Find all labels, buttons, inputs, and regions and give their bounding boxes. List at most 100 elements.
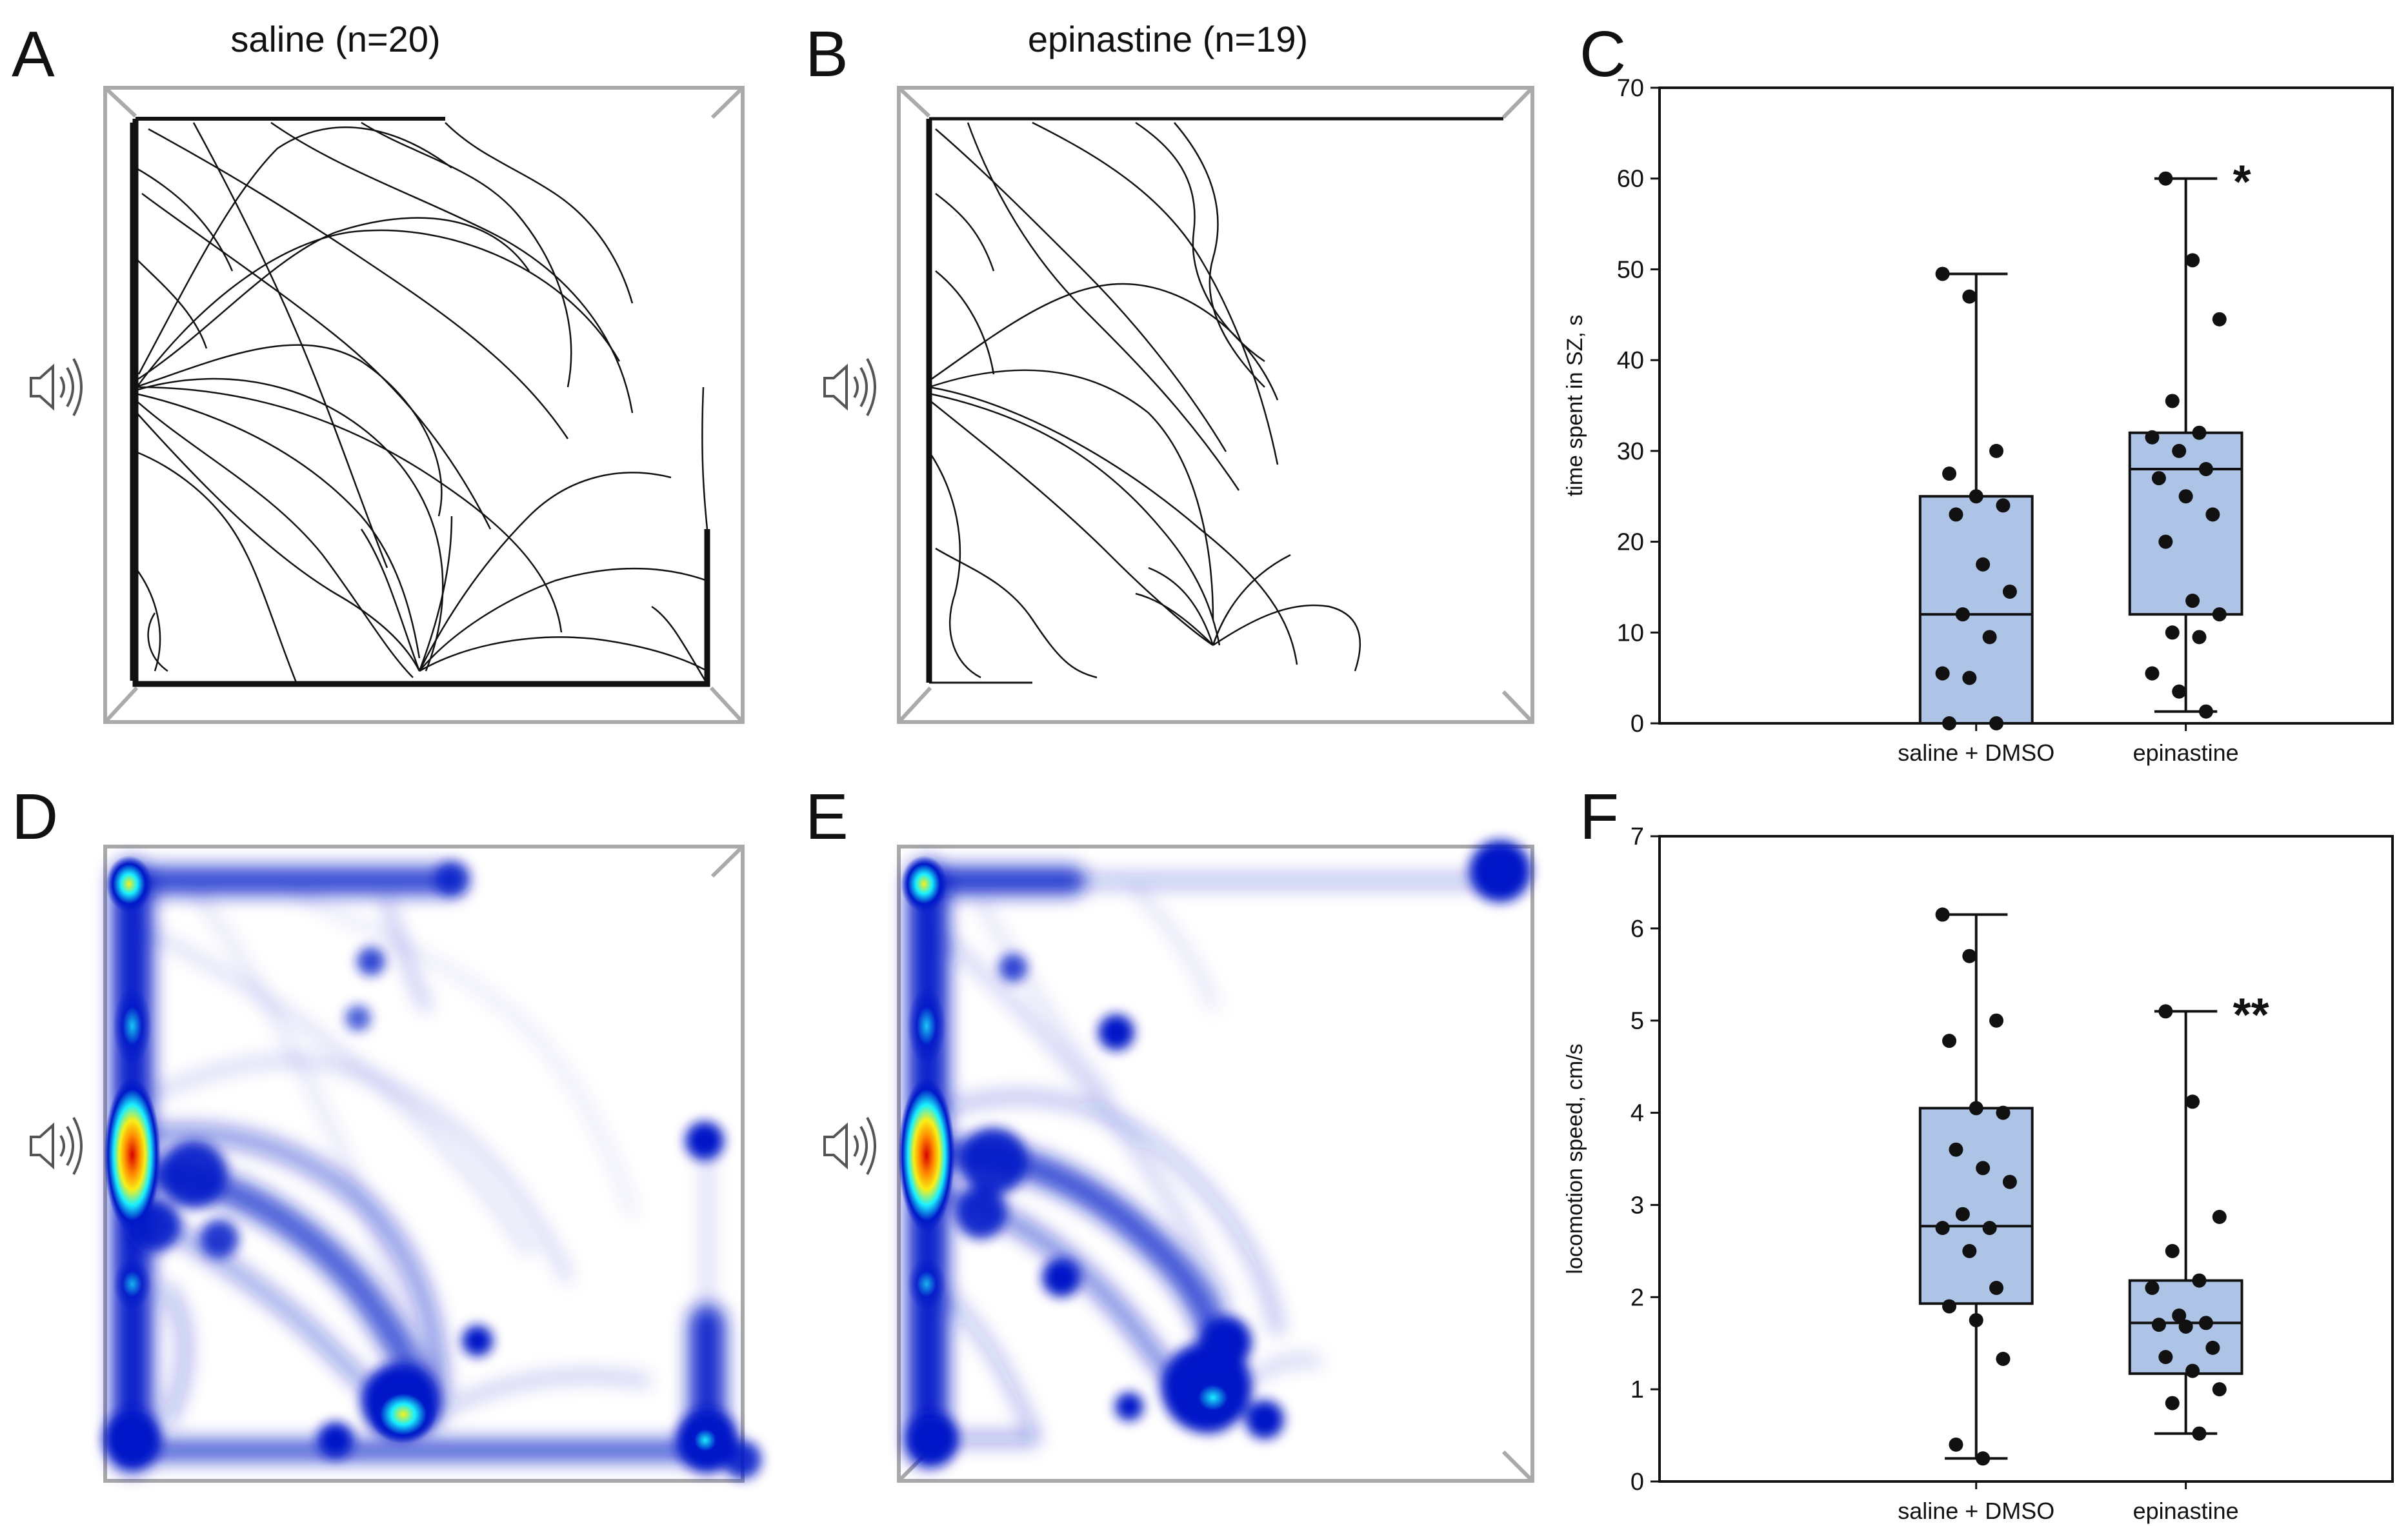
- arena-a: [103, 86, 745, 724]
- data-point: [1935, 666, 1950, 681]
- y-tick-label: 2: [1630, 1284, 1644, 1311]
- y-tick-label: 70: [1617, 75, 1644, 102]
- chart-f: 0 1 2 3 4 5 6 7 locomotion speed, cm/s saline + D…: [1563, 823, 2394, 1524]
- panel-letter-a: A: [12, 18, 55, 90]
- data-point: [2145, 1281, 2160, 1295]
- data-point: [2185, 1094, 2200, 1109]
- data-point: [2192, 425, 2207, 440]
- data-point: [2002, 1174, 2017, 1189]
- chart-c: 0 10 20 30 40 50 60 70 time spent in SZ, s saline…: [1563, 75, 2394, 766]
- data-point: [1962, 670, 1977, 685]
- data-point: [1989, 1013, 2004, 1028]
- speaker-icon: [823, 357, 876, 417]
- trajectories-a: [130, 117, 710, 687]
- data-point: [1982, 630, 1997, 645]
- data-point: [1942, 1034, 1957, 1049]
- data-point: [1935, 1221, 1950, 1236]
- data-point: [1996, 498, 2011, 513]
- data-point: [2172, 1308, 2187, 1323]
- panel-letter-b: B: [805, 18, 848, 90]
- box: [1918, 1107, 2034, 1305]
- data-point: [2192, 1273, 2207, 1288]
- data-point: [2158, 1004, 2173, 1019]
- data-point: [1989, 1281, 2004, 1295]
- data-point: [2185, 253, 2200, 268]
- x-tick-label: epinastine: [2133, 739, 2239, 766]
- data-point: [1949, 1437, 1963, 1452]
- data-point: [2145, 430, 2160, 445]
- data-point: [1976, 1451, 1991, 1466]
- y-tick-label: 6: [1630, 916, 1644, 943]
- x-tick-label: saline + DMSO: [1898, 1498, 2054, 1524]
- data-point: [1962, 289, 1977, 304]
- data-point: [2178, 1320, 2193, 1334]
- data-point: [2212, 1210, 2227, 1224]
- speaker-icon: [30, 357, 83, 417]
- data-point: [1982, 1221, 1997, 1236]
- data-point: [2165, 625, 2180, 640]
- data-point: [2185, 594, 2200, 608]
- data-point: [1989, 443, 2004, 458]
- data-point: [1962, 1243, 1977, 1258]
- data-point: [1949, 1142, 1963, 1157]
- data-point: [1935, 266, 1950, 281]
- data-point: [1976, 557, 1991, 572]
- speaker-icon: [823, 1116, 876, 1176]
- trajectories-b: [926, 117, 1503, 684]
- panel-letter-d: D: [12, 781, 58, 853]
- heatmap-e: [898, 840, 1531, 1465]
- data-point: [1996, 1105, 2011, 1120]
- data-point: [2165, 394, 2180, 408]
- data-point: [1962, 949, 1977, 963]
- y-axis-label: locomotion speed, cm/s: [1563, 1043, 1587, 1274]
- title-epinastine: epinastine (n=19): [1028, 19, 1308, 59]
- data-point: [2185, 1363, 2200, 1378]
- data-point: [2165, 1396, 2180, 1411]
- data-point: [2192, 630, 2207, 645]
- box: [1918, 495, 2034, 725]
- data-point: [2198, 704, 2213, 719]
- y-tick-label: 50: [1617, 256, 1644, 283]
- data-point: [1949, 507, 1963, 522]
- data-point: [2158, 1350, 2173, 1365]
- data-point: [2145, 666, 2160, 681]
- data-point: [2212, 607, 2227, 622]
- arena-b: [897, 86, 1534, 724]
- y-tick-label: 1: [1630, 1376, 1644, 1403]
- data-point: [2172, 443, 2187, 458]
- y-tick-label: 7: [1630, 823, 1644, 850]
- data-point: [2205, 1340, 2220, 1355]
- data-point: [2212, 312, 2227, 326]
- y-tick-label: 0: [1630, 710, 1644, 738]
- y-tick-label: 4: [1630, 1100, 1644, 1127]
- data-point: [2198, 1316, 2213, 1330]
- data-point: [1969, 489, 1983, 504]
- x-tick-label: epinastine: [2133, 1498, 2239, 1524]
- data-point: [2151, 471, 2166, 486]
- y-tick-label: 60: [1617, 166, 1644, 193]
- data-point: [2198, 462, 2213, 476]
- data-point: [2212, 1382, 2227, 1397]
- data-point: [2178, 489, 2193, 504]
- heatmap-d: [104, 856, 761, 1479]
- data-point: [2205, 507, 2220, 522]
- data-point: [1942, 467, 1957, 481]
- data-point: [2165, 1243, 2180, 1258]
- panel-letter-c: C: [1580, 18, 1626, 90]
- y-tick-label: 5: [1630, 1008, 1644, 1035]
- data-point: [1942, 1299, 1957, 1314]
- y-tick-label: 10: [1617, 619, 1644, 647]
- data-point: [1989, 716, 2004, 730]
- data-point: [2002, 584, 2017, 599]
- x-tick-label: saline + DMSO: [1898, 739, 2054, 766]
- y-tick-label: 40: [1617, 347, 1644, 374]
- data-point: [2151, 1318, 2166, 1332]
- data-point: [2192, 1426, 2207, 1441]
- y-tick-label: 20: [1617, 529, 1644, 556]
- data-point: [1969, 1101, 1983, 1116]
- plot-frame: [1658, 835, 2394, 1483]
- data-point: [1955, 607, 1970, 622]
- panel-letter-e: E: [805, 781, 848, 853]
- data-point: [1976, 1161, 1991, 1176]
